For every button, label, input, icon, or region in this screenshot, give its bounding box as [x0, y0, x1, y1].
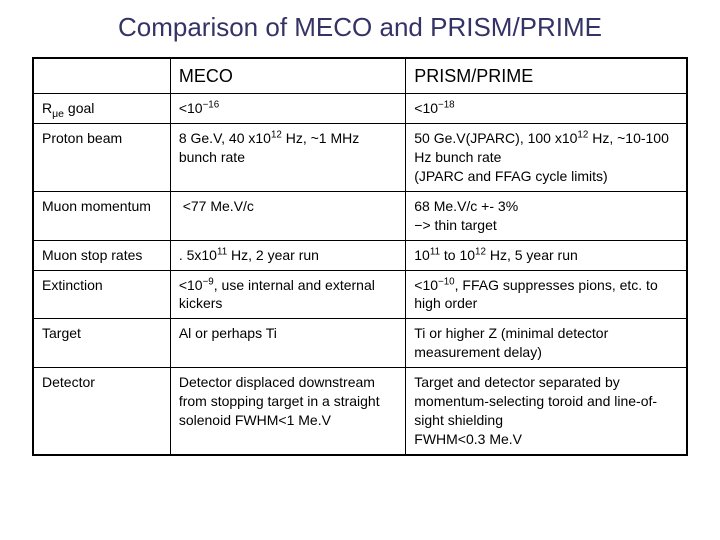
cell: <10−10, FFAG suppresses pions, etc. to h… — [406, 270, 687, 319]
header-col-3: PRISM/PRIME — [406, 58, 687, 94]
table-row: Proton beam 8 Ge.V, 40 x1012 Hz, ~1 MHz … — [33, 124, 687, 192]
row-label: Muon stop rates — [33, 240, 170, 270]
table-row: Muon momentum <77 Me.V/c 68 Me.V/c +- 3%… — [33, 191, 687, 240]
table-row: Extinction <10−9, use internal and exter… — [33, 270, 687, 319]
cell: <10−18 — [406, 94, 687, 124]
table-row: Rμe goal <10−16 <10−18 — [33, 94, 687, 124]
page-title: Comparison of MECO and PRISM/PRIME — [32, 12, 688, 43]
row-label: Muon momentum — [33, 191, 170, 240]
row-label: Detector — [33, 368, 170, 455]
table-row: Target Al or perhaps Ti Ti or higher Z (… — [33, 319, 687, 368]
cell: 1011 to 1012 Hz, 5 year run — [406, 240, 687, 270]
table-row: Muon stop rates . 5x1011 Hz, 2 year run … — [33, 240, 687, 270]
row-label: Rμe goal — [33, 94, 170, 124]
header-col-2: MECO — [170, 58, 405, 94]
row-label: Proton beam — [33, 124, 170, 192]
cell: 50 Ge.V(JPARC), 100 x1012 Hz, ~10-100 Hz… — [406, 124, 687, 192]
row-label: Extinction — [33, 270, 170, 319]
cell: . 5x1011 Hz, 2 year run — [170, 240, 405, 270]
cell: <10−9, use internal and external kickers — [170, 270, 405, 319]
table-row: Detector Detector displaced downstream f… — [33, 368, 687, 455]
cell: 8 Ge.V, 40 x1012 Hz, ~1 MHz bunch rate — [170, 124, 405, 192]
comparison-table: MECO PRISM/PRIME Rμe goal <10−16 <10−18 … — [32, 57, 688, 456]
table-header-row: MECO PRISM/PRIME — [33, 58, 687, 94]
cell: Ti or higher Z (minimal detector measure… — [406, 319, 687, 368]
row-label: Target — [33, 319, 170, 368]
cell: <10−16 — [170, 94, 405, 124]
cell: Detector displaced downstream from stopp… — [170, 368, 405, 455]
cell: <77 Me.V/c — [170, 191, 405, 240]
cell: Target and detector separated by momentu… — [406, 368, 687, 455]
cell: 68 Me.V/c +- 3%−> thin target — [406, 191, 687, 240]
header-col-1 — [33, 58, 170, 94]
cell: Al or perhaps Ti — [170, 319, 405, 368]
